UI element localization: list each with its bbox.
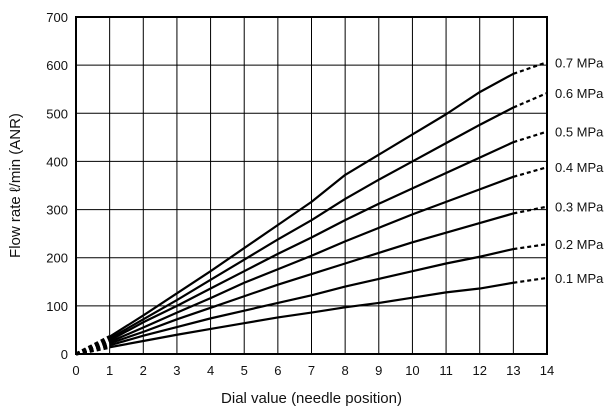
x-tick-label: 2 xyxy=(140,363,147,378)
series-label: 0.2 MPa xyxy=(555,237,604,252)
x-tick-label: 14 xyxy=(540,363,554,378)
x-tick-label: 11 xyxy=(439,363,453,378)
x-tick-label: 13 xyxy=(506,363,520,378)
y-tick-label: 300 xyxy=(46,203,68,218)
series-labels: 0.1 MPa 0.2 MPa 0.3 MPa 0.4 MPa 0.5 MPa 0.6 M… xyxy=(555,55,604,286)
x-tick-label: 7 xyxy=(308,363,315,378)
x-tick-label: 3 xyxy=(173,363,180,378)
series-extension-dash xyxy=(512,92,548,109)
series-label: 0.5 MPa xyxy=(555,125,604,140)
y-tick-label: 100 xyxy=(46,299,68,314)
series-line xyxy=(109,175,514,343)
series-group xyxy=(75,61,548,356)
series-extension-dash xyxy=(513,130,548,144)
y-tick-label: 0 xyxy=(61,347,68,362)
grid xyxy=(76,17,547,354)
x-tick-label: 9 xyxy=(375,363,382,378)
x-tick-label: 12 xyxy=(472,363,486,378)
series-0-7-mpa xyxy=(75,61,548,356)
x-tick-label: 4 xyxy=(207,363,214,378)
y-tick-label: 200 xyxy=(46,251,68,266)
series-origin-dash xyxy=(75,335,111,356)
series-extension-dash xyxy=(512,61,548,75)
x-axis-title: Dial value (needle position) xyxy=(221,390,402,407)
series-line xyxy=(109,72,514,338)
y-tick-labels: 0 100 200 300 400 500 600 700 xyxy=(46,10,68,362)
series-extension-dash xyxy=(513,276,548,284)
series-extension-dash xyxy=(513,205,548,215)
series-label: 0.3 MPa xyxy=(555,200,604,215)
series-label: 0.1 MPa xyxy=(555,271,604,286)
series-label: 0.7 MPa xyxy=(555,55,604,70)
series-line xyxy=(109,247,514,347)
y-tick-label: 700 xyxy=(46,10,68,25)
series-label: 0.6 MPa xyxy=(555,86,604,101)
y-tick-label: 400 xyxy=(46,154,68,169)
series-line xyxy=(109,212,514,345)
series-line xyxy=(109,141,514,342)
y-tick-label: 600 xyxy=(46,58,68,73)
x-tick-label: 8 xyxy=(342,363,349,378)
series-line xyxy=(109,281,514,349)
plot-frame xyxy=(75,16,548,355)
x-tick-label: 5 xyxy=(241,363,248,378)
y-axis-title: Flow rate ℓ/min (ANR) xyxy=(7,113,24,258)
series-line xyxy=(109,106,514,340)
series-extension-dash xyxy=(513,166,548,178)
x-tick-label: 0 xyxy=(72,363,79,378)
x-tick-label: 6 xyxy=(274,363,281,378)
series-label: 0.4 MPa xyxy=(555,160,604,175)
x-tick-labels: 0 1 2 3 4 5 6 7 8 9 10 11 12 13 14 xyxy=(72,363,554,378)
y-tick-label: 500 xyxy=(46,106,68,121)
x-tick-label: 10 xyxy=(405,363,419,378)
x-tick-label: 1 xyxy=(106,363,113,378)
series-extension-dash xyxy=(513,243,548,251)
